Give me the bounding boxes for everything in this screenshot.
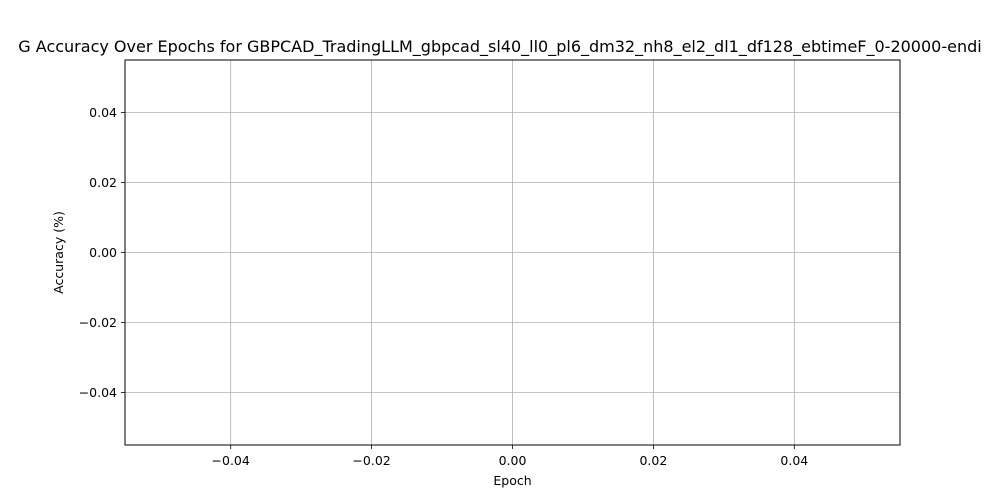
y-tick-label: 0.00 <box>89 245 117 260</box>
grid-lines <box>125 60 900 445</box>
x-tick-label: 0.04 <box>780 453 808 468</box>
x-tick-label: 0.02 <box>639 453 667 468</box>
y-tick-label: 0.04 <box>89 105 117 120</box>
x-tick-label: −0.02 <box>352 453 390 468</box>
x-axis-ticks: −0.04 −0.02 0.00 0.02 0.04 <box>212 445 808 468</box>
y-tick-label: −0.04 <box>79 385 117 400</box>
y-axis-label: Accuracy (%) <box>51 211 66 294</box>
x-tick-label: −0.04 <box>212 453 250 468</box>
chart-title: G Accuracy Over Epochs for GBPCAD_Tradin… <box>18 37 981 57</box>
x-axis-label: Epoch <box>493 473 531 488</box>
y-axis-ticks: 0.04 0.02 0.00 −0.02 −0.04 <box>79 105 125 400</box>
y-tick-label: 0.02 <box>89 175 117 190</box>
x-tick-label: 0.00 <box>499 453 527 468</box>
y-tick-label: −0.02 <box>79 315 117 330</box>
